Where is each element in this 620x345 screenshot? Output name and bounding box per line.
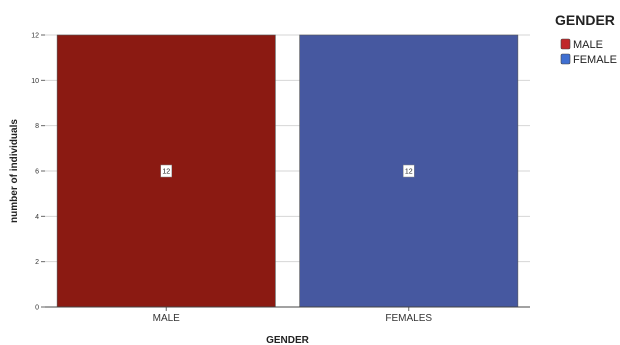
bars: 12 12 <box>56 34 519 308</box>
x-axis-categories: MALE FEMALES <box>153 307 432 324</box>
legend-swatch <box>560 38 571 50</box>
y-axis-ticks: 0 2 4 6 8 10 12 <box>31 33 45 312</box>
data-label: 12 <box>162 169 170 176</box>
legend-label: MALE <box>573 39 603 51</box>
y-axis-title: number of individuals <box>9 119 20 223</box>
y-tick-label: 4 <box>35 214 39 221</box>
x-category-label: FEMALES <box>385 313 432 324</box>
data-label: 12 <box>405 169 413 176</box>
y-tick-label: 10 <box>31 78 39 85</box>
legend-title: GENDER <box>555 12 615 28</box>
x-axis-title: GENDER <box>266 335 310 345</box>
y-tick-label: 8 <box>35 123 39 130</box>
y-tick-label: 0 <box>35 305 39 312</box>
y-tick-label: 6 <box>35 169 39 176</box>
data-label-box <box>160 164 172 178</box>
x-category-label: MALE <box>153 313 181 324</box>
legend: GENDER MALE FEMALE <box>555 12 617 66</box>
legend-swatch <box>560 53 571 65</box>
y-tick-label: 12 <box>31 33 39 40</box>
legend-label: FEMALE <box>573 54 617 66</box>
y-tick-label: 2 <box>35 259 39 266</box>
data-label-box <box>403 164 415 178</box>
